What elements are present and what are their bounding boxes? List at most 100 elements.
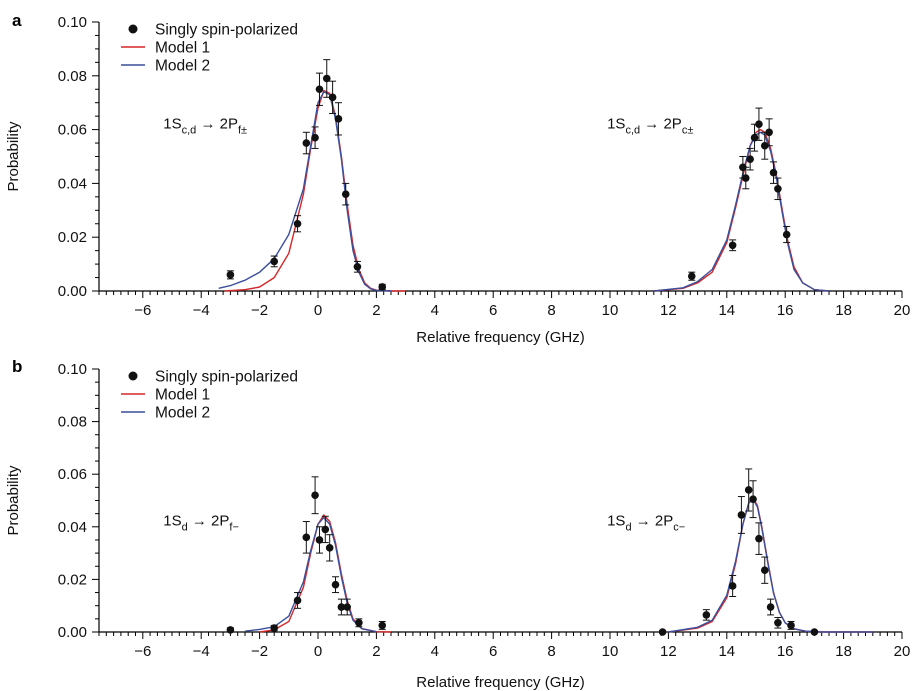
x-tick-label: 16 — [777, 643, 794, 660]
y-tick-label: 0.10 — [58, 14, 87, 31]
legend-label: Singly spin-polarized — [155, 369, 298, 386]
x-tick-label: −4 — [193, 643, 210, 660]
data-point — [755, 534, 763, 543]
y-tick-label: 0.08 — [58, 414, 87, 431]
data-point — [750, 133, 759, 142]
y-axis-title: Probability — [5, 121, 22, 192]
x-tick-label: 2 — [372, 302, 380, 319]
data-point — [658, 628, 667, 636]
data-point — [755, 120, 763, 129]
data-point — [741, 174, 750, 182]
data-point — [315, 85, 324, 94]
x-tick-label: 2 — [372, 643, 380, 660]
data-point — [769, 168, 778, 177]
y-tick-label: 0.04 — [58, 519, 87, 536]
data-point — [728, 582, 737, 590]
y-tick-label: 0.06 — [58, 466, 87, 483]
x-tick-label: 18 — [835, 643, 852, 660]
x-tick-label: 10 — [602, 302, 619, 319]
panel-label: a — [12, 11, 22, 30]
data-point — [749, 495, 757, 503]
data-point — [687, 272, 696, 281]
panel-label: b — [12, 357, 22, 376]
data-point — [744, 486, 753, 494]
data-point — [355, 618, 363, 627]
legend-label: Singly spin-polarized — [155, 22, 298, 39]
transition-annotation: 1Sc,d → 2Pc± — [607, 115, 693, 136]
x-axis-title: Relative frequency (GHz) — [416, 329, 584, 346]
data-point — [334, 115, 343, 123]
series-line-model-1 — [259, 497, 873, 633]
x-tick-label: 8 — [547, 643, 555, 660]
data-point — [378, 621, 387, 630]
data-point — [293, 219, 302, 228]
y-tick-label: 0.10 — [58, 361, 87, 378]
data-point — [774, 184, 782, 193]
x-tick-label: 20 — [894, 643, 911, 660]
y-tick-label: 0.06 — [58, 122, 87, 139]
data-point — [315, 536, 324, 544]
x-tick-label: 10 — [602, 643, 619, 660]
data-point — [702, 611, 711, 619]
data-point — [270, 257, 279, 266]
data-point — [353, 262, 362, 271]
data-point — [337, 603, 346, 611]
series-line-model-2 — [244, 498, 873, 633]
data-point — [322, 74, 331, 83]
data-point — [341, 190, 350, 198]
data-point — [810, 628, 819, 636]
x-tick-label: 12 — [660, 302, 677, 319]
data-point — [782, 230, 791, 239]
data-point — [378, 283, 387, 291]
x-tick-label: 6 — [489, 302, 497, 319]
panel-b: b −6 −4 −2 0 2 4 6 8 10 12 14 16 18 20 0.00 0.02 0.04 0.06… — [5, 357, 910, 691]
x-tick-label: 18 — [835, 302, 852, 319]
x-tick-label: 14 — [718, 643, 735, 660]
data-point — [270, 624, 279, 632]
y-tick-label: 0.00 — [58, 624, 87, 641]
legend-label: Model 2 — [155, 58, 210, 75]
data-point — [774, 618, 782, 627]
x-axis-title: Relative frequency (GHz) — [416, 674, 584, 691]
legend-label: Model 2 — [155, 405, 210, 422]
data-point — [293, 596, 302, 605]
transition-annotation: 1Sd → 2Pf− — [163, 512, 239, 533]
x-tick-label: −2 — [251, 302, 268, 319]
x-tick-label: 8 — [547, 302, 555, 319]
y-tick-label: 0.02 — [58, 229, 87, 246]
legend-label: Model 1 — [155, 387, 210, 404]
data-point — [321, 525, 330, 534]
data-point — [331, 580, 340, 589]
data-point — [343, 603, 352, 611]
x-tick-label: 14 — [718, 302, 735, 319]
y-tick-label: 0.02 — [58, 571, 87, 588]
data-point — [766, 603, 775, 611]
x-tick-label: 0 — [314, 643, 322, 660]
data-point — [328, 93, 337, 102]
data-point — [302, 139, 311, 147]
x-tick-label: −6 — [134, 302, 151, 319]
data-point — [728, 241, 737, 250]
y-tick-label: 0.08 — [58, 68, 87, 85]
x-tick-label: 4 — [431, 302, 439, 319]
data-point — [226, 271, 235, 279]
x-tick-label: −6 — [134, 643, 151, 660]
x-tick-label: −2 — [251, 643, 268, 660]
data-point — [787, 621, 795, 630]
data-point — [737, 511, 746, 519]
x-tick-label: −4 — [193, 302, 210, 319]
x-tick-label: 16 — [777, 302, 794, 319]
data-point — [302, 533, 311, 542]
x-tick-label: 4 — [431, 643, 439, 660]
panel-a: a −6 −4 −2 0 2 4 6 8 10 12 14 16 18 20 0.00 0.02 0.04 0.06… — [5, 11, 910, 346]
data-point — [760, 141, 769, 150]
x-tick-label: 6 — [489, 643, 497, 660]
legend-marker-points — [128, 24, 138, 34]
y-axis-title: Probability — [5, 465, 22, 536]
series-line-model-2 — [218, 91, 830, 292]
x-tick-label: 12 — [660, 643, 677, 660]
legend-label: Model 1 — [155, 40, 210, 57]
legend-marker-points — [128, 371, 138, 381]
data-point — [765, 128, 773, 137]
data-point — [226, 626, 235, 634]
